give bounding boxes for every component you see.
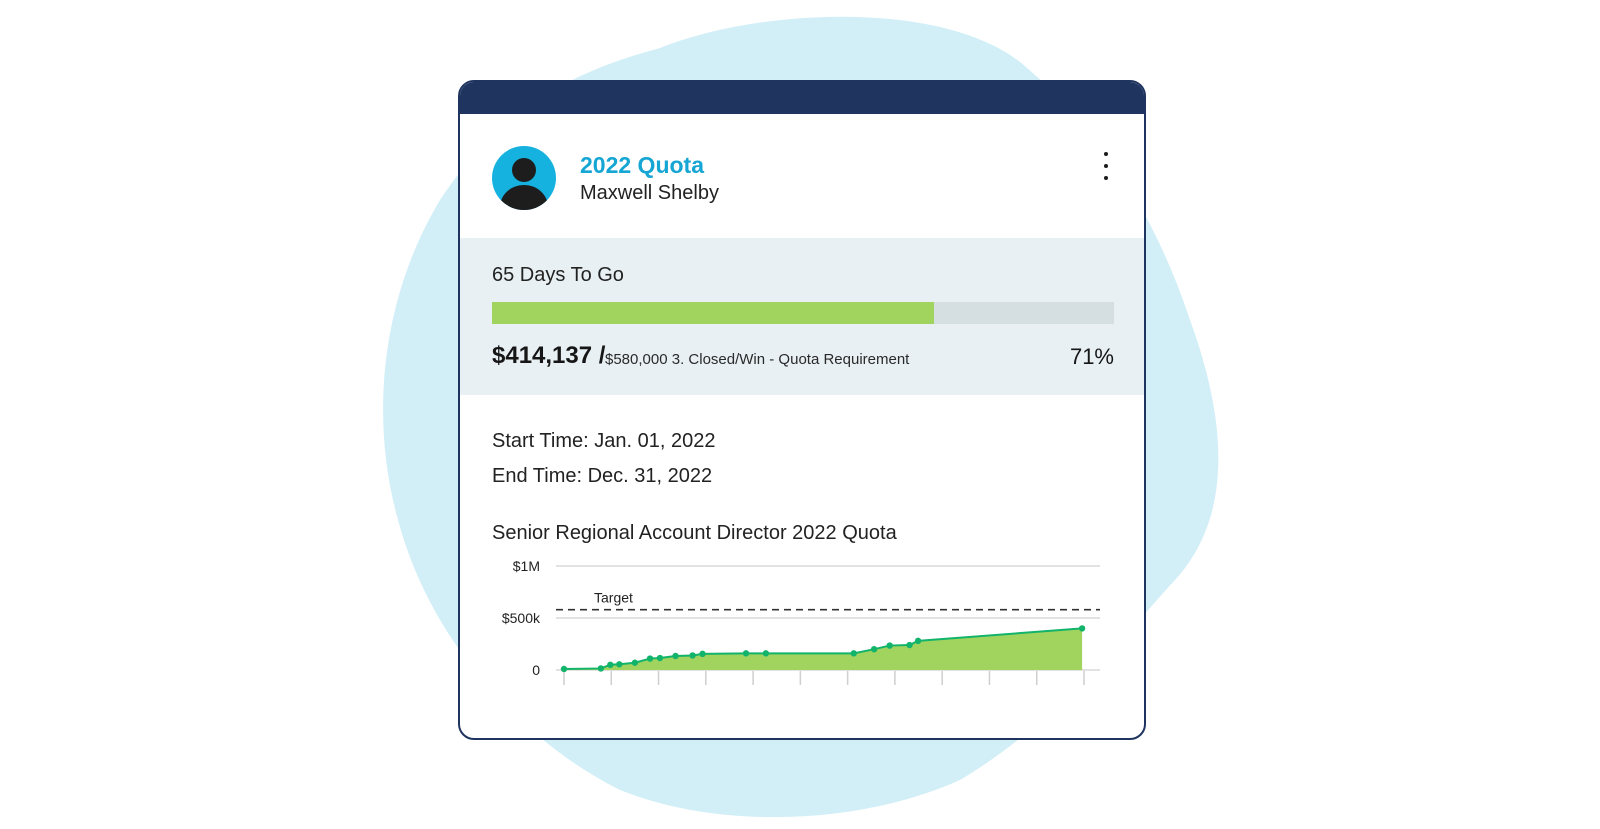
target-label: Target <box>594 590 633 606</box>
y-tick-label: $1M <box>513 558 540 574</box>
y-tick-label: $500k <box>502 610 541 626</box>
quota-card: 2022 Quota Maxwell Shelby 65 Days To Go … <box>458 80 1146 740</box>
kebab-dot <box>1104 152 1108 156</box>
chart-title: Senior Regional Account Director 2022 Qu… <box>492 522 897 544</box>
chart-point <box>762 650 770 657</box>
chart-point <box>914 637 922 645</box>
chart-point <box>672 652 679 660</box>
quota-requirement: $580,000 3. Closed/Win - Quota Requireme… <box>605 351 910 368</box>
progress-panel: 65 Days To Go $414,137 / $580,000 3. Clo… <box>460 238 1144 395</box>
chart-point <box>560 665 568 673</box>
card-subtitle: Maxwell Shelby <box>580 182 719 204</box>
card-title: 2022 Quota <box>580 152 704 178</box>
progress-bar-fill <box>492 302 934 324</box>
chart-point <box>607 661 614 668</box>
current-amount: $414,137 / <box>492 342 606 369</box>
chart-point <box>631 659 639 666</box>
start-time: Start Time: Jan. 01, 2022 <box>492 430 716 452</box>
quota-period: Start Time: Jan. 01, 2022 End Time: Dec.… <box>492 424 715 494</box>
chart-point <box>616 661 623 668</box>
user-avatar-icon <box>492 146 556 210</box>
end-time: End Time: Dec. 31, 2022 <box>492 465 713 487</box>
quota-chart: $1M $500k 0 Target <box>502 558 1100 685</box>
kebab-dot <box>1104 176 1108 180</box>
chart-point <box>699 650 706 658</box>
chart-point <box>850 650 857 657</box>
card-header: 2022 Quota Maxwell Shelby <box>460 114 1144 238</box>
progress-percent: 71% <box>1069 344 1114 369</box>
chart-point <box>689 652 696 659</box>
chart-point <box>870 646 878 653</box>
y-tick-label: 0 <box>532 662 540 678</box>
avatar-shoulders <box>500 185 548 210</box>
card-top-bar <box>460 82 1144 114</box>
chart-point <box>906 641 913 649</box>
days-remaining: 65 Days To Go <box>492 264 624 286</box>
kebab-dot <box>1104 164 1108 168</box>
chart-point <box>646 655 654 662</box>
chart-point <box>597 665 605 672</box>
amount-row: $414,137 / $580,000 3. Closed/Win - Quot… <box>492 342 1114 372</box>
chart-point <box>742 650 750 657</box>
chart-point <box>656 654 664 662</box>
chart-point <box>886 642 893 649</box>
avatar-head <box>512 158 536 182</box>
chart-point <box>1078 625 1086 632</box>
progress-bar <box>492 302 1114 324</box>
kebab-menu-icon[interactable] <box>1098 152 1114 180</box>
